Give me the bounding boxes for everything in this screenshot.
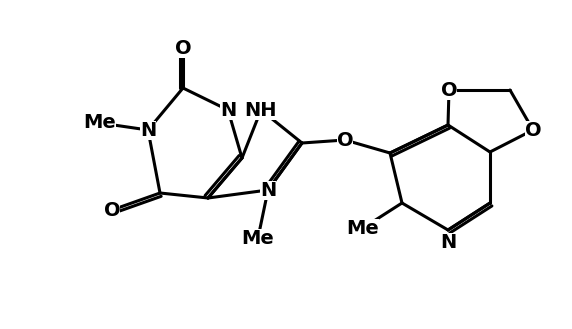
Text: Me: Me <box>84 114 116 133</box>
Text: O: O <box>440 81 457 99</box>
Text: O: O <box>104 200 120 219</box>
Text: O: O <box>337 131 353 149</box>
Text: N: N <box>220 100 236 119</box>
Text: O: O <box>174 38 191 58</box>
Text: N: N <box>260 181 276 199</box>
Text: N: N <box>440 233 456 251</box>
Text: NH: NH <box>245 100 277 119</box>
Text: N: N <box>140 120 156 139</box>
Text: O: O <box>525 120 541 139</box>
Text: Me: Me <box>347 218 379 238</box>
Text: Me: Me <box>241 229 275 247</box>
